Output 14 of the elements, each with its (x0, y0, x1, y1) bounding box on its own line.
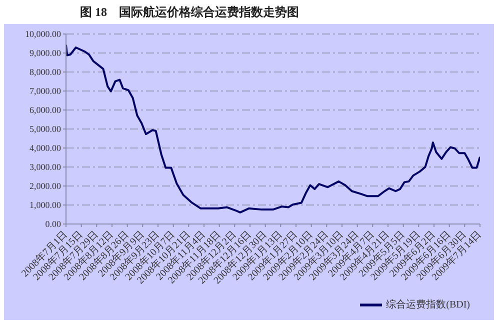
y-tick-label: 6,000.00 (30, 105, 62, 116)
y-tick-label: 8,000.00 (30, 67, 62, 78)
y-tick-label: 10,000.00 (25, 29, 62, 40)
chart-title: 图 18 国际航运价格综合运费指数走势图 (80, 4, 299, 21)
y-tick-label: 3,000.00 (30, 162, 62, 172)
y-tick-label: 7,000.00 (30, 86, 62, 96)
y-tick-label: 4,000.00 (30, 143, 62, 154)
line-series (66, 44, 480, 214)
y-tick-label: 1,000.00 (30, 200, 62, 210)
y-tick-label: 0.00 (45, 219, 62, 230)
legend-label: 综合运费指数(BDI) (386, 299, 470, 310)
y-tick-label: 5,000.00 (30, 124, 62, 134)
y-tick-label: 2,000.00 (30, 181, 62, 192)
y-tick-label: 9,000.00 (30, 48, 62, 58)
